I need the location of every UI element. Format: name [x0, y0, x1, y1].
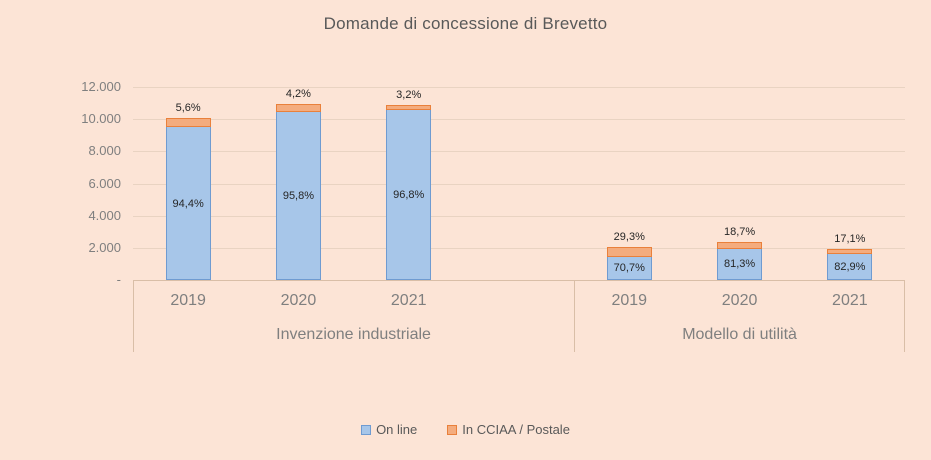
stacked-bar [275, 104, 321, 280]
year-tick-label: 2020 [721, 292, 758, 309]
bar-segment-online [275, 111, 321, 280]
bar-label-online: 81,3% [723, 258, 756, 271]
gridline [133, 183, 905, 185]
y-tick-label: 6.000 [88, 175, 121, 191]
y-tick-label: 8.000 [88, 143, 121, 159]
bar-label-online: 94,4% [172, 197, 204, 210]
bar-segment-postale [606, 247, 652, 257]
gridline [133, 247, 905, 249]
bar-segment-online [386, 110, 432, 280]
y-tick-label: 4.000 [88, 207, 121, 223]
gridline [133, 151, 905, 153]
year-tick-label: 2019 [170, 292, 206, 309]
year-tick-label: 2020 [280, 292, 317, 309]
bar-label-postale: 5,6% [175, 102, 201, 115]
legend-label: In CCIAA / Postale [462, 422, 570, 437]
gridline [133, 215, 905, 217]
bar-label-postale: 4,2% [285, 88, 311, 101]
stacked-bar [606, 247, 652, 280]
year-tick-label: 2021 [832, 292, 868, 309]
year-tick-label: 2021 [390, 292, 427, 309]
stacked-bar [827, 248, 873, 280]
legend-item: In CCIAA / Postale [447, 422, 570, 437]
legend: On line In CCIAA / Postale [0, 422, 931, 437]
bar-label-postale: 17,1% [834, 232, 866, 245]
bar-segment-online [827, 254, 873, 280]
bar-segment-postale [717, 241, 763, 249]
bar-segment-online [606, 256, 652, 280]
chart-title: Domande di concessione di Brevetto [323, 14, 608, 33]
bar-label-online: 95,8% [282, 189, 315, 202]
y-tick-label: 12.000 [81, 79, 121, 94]
group-label: Modello di utilità [682, 326, 797, 343]
plot-area: 5,6% 94,4% 4,2% 95,8% 3,2% 96,8% 29,3% 70,7% 18,… [133, 87, 905, 280]
bar-segment-online [717, 248, 763, 280]
y-tick-label: 10.000 [81, 111, 121, 127]
gridline [133, 87, 905, 88]
bar-label-postale: 3,2% [396, 88, 422, 101]
axis-divider [133, 281, 134, 352]
bar-label-postale: 29,3% [613, 231, 645, 244]
legend-label: On line [376, 422, 418, 437]
stacked-bar [165, 118, 211, 280]
axis-divider [574, 281, 576, 352]
stacked-bar [386, 104, 432, 280]
legend-item: On line [361, 422, 417, 437]
legend-swatch-postale [447, 424, 458, 435]
bar-segment-online [165, 127, 211, 280]
axis-divider [904, 281, 905, 352]
gridline [133, 119, 905, 121]
y-tick-label: 2.000 [88, 239, 121, 255]
bar-label-online: 70,7% [613, 262, 645, 275]
y-tick-label: - [116, 272, 121, 287]
bar-label-online: 82,9% [834, 261, 866, 274]
legend-swatch-online [361, 424, 372, 435]
bar-segment-postale [165, 118, 211, 128]
y-axis: - 2.000 4.000 6.000 8.000 10.000 12.000 [0, 79, 121, 287]
bar-segment-postale [386, 104, 432, 111]
x-axis: 2019 2020 2021 Invenzione industriale 2019 20… [133, 280, 905, 352]
bar-label-postale: 18,7% [723, 225, 756, 238]
stacked-bar [717, 241, 763, 280]
group-label: Invenzione industriale [276, 326, 431, 343]
bar-label-online: 96,8% [393, 189, 425, 202]
bar-segment-postale [275, 104, 321, 112]
year-tick-label: 2019 [611, 292, 648, 309]
bar-segment-postale [827, 248, 873, 255]
